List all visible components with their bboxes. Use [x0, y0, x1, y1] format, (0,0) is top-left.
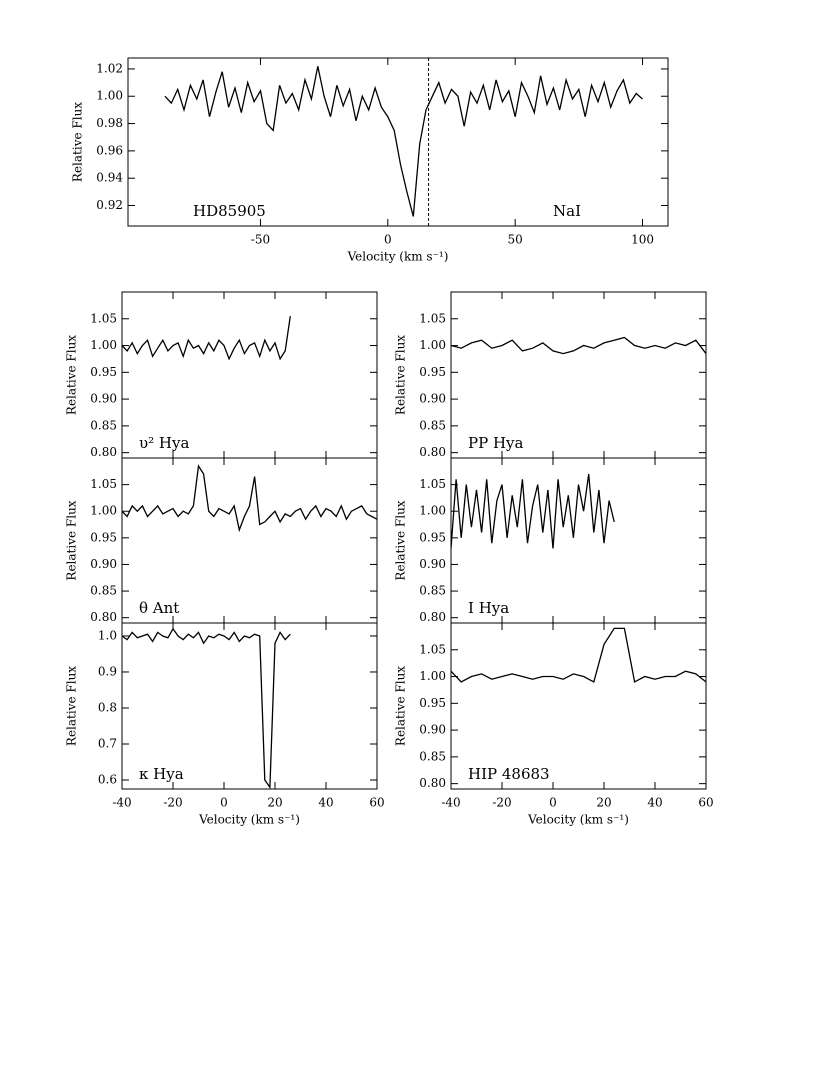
x-axis-label: Velocity (km s⁻¹): [347, 250, 449, 264]
spectrum-line: [122, 627, 291, 789]
y-tick-label: 0.8: [98, 700, 117, 714]
y-tick-label: 0.6: [98, 772, 117, 786]
y-tick-label: 0.90: [90, 392, 117, 406]
y-tick-label: 0.98: [96, 116, 123, 130]
x-axis-label: Velocity (km s⁻¹): [198, 813, 300, 827]
x-tick-label: 100: [631, 233, 654, 247]
x-tick-label: 50: [508, 233, 523, 247]
y-tick-label: 1.00: [90, 338, 117, 352]
plot-area: [164, 66, 643, 217]
y-tick-label: 0.85: [419, 749, 446, 763]
spectrum-line: [451, 473, 615, 549]
y-tick-label: 0.80: [90, 610, 117, 624]
x-tick-label: 40: [647, 796, 662, 810]
spectrum-line: [164, 66, 643, 217]
x-tick-label: -40: [441, 796, 460, 810]
x-tick-label: 0: [220, 796, 228, 810]
y-tick-label: 0.85: [419, 418, 446, 432]
y-tick-label: 0.85: [90, 584, 117, 598]
x-tick-label: -20: [163, 796, 182, 810]
y-axis-label: Relative Flux: [71, 102, 85, 182]
y-tick-label: 0.9: [98, 664, 117, 678]
y-axis-label: Relative Flux: [394, 500, 408, 580]
y-tick-label: 0.96: [96, 143, 123, 157]
plot-area: [451, 336, 706, 355]
x-tick-label: 60: [369, 796, 384, 810]
x-tick-label: 20: [596, 796, 611, 810]
x-tick-label: -50: [251, 233, 270, 247]
y-tick-label: 0.80: [419, 776, 446, 790]
y-tick-label: 1.0: [98, 628, 117, 642]
y-tick-label: 1.00: [419, 338, 446, 352]
y-tick-label: 0.90: [419, 723, 446, 737]
y-tick-label: 1.00: [419, 669, 446, 683]
y-tick-label: 0.90: [419, 557, 446, 571]
star-label: θ Ant: [139, 599, 179, 617]
x-tick-label: 0: [384, 233, 392, 247]
plot-area: [122, 464, 377, 533]
y-tick-label: 1.05: [419, 311, 446, 325]
y-tick-label: 1.05: [90, 477, 117, 491]
x-tick-label: 20: [267, 796, 282, 810]
y-tick-label: 1.00: [96, 89, 123, 103]
y-tick-label: 0.95: [419, 696, 446, 710]
y-axis-label: Relative Flux: [65, 666, 79, 746]
y-tick-label: 1.05: [419, 642, 446, 656]
y-tick-label: 0.90: [90, 557, 117, 571]
spectrum-line: [122, 464, 377, 533]
star-label: HD85905: [193, 202, 266, 220]
y-tick-label: 0.95: [419, 530, 446, 544]
y-axis-label: Relative Flux: [65, 500, 79, 580]
y-tick-label: 0.80: [419, 445, 446, 459]
y-tick-label: 0.90: [419, 392, 446, 406]
y-tick-label: 0.80: [419, 610, 446, 624]
y-tick-label: 1.00: [90, 504, 117, 518]
x-tick-label: 60: [698, 796, 713, 810]
y-tick-label: 1.05: [90, 311, 117, 325]
star-label: HIP 48683: [468, 765, 550, 783]
star-label: υ² Hya: [139, 434, 189, 452]
plot-area: [451, 627, 706, 683]
y-tick-label: 0.80: [90, 445, 117, 459]
x-tick-label: -20: [492, 796, 511, 810]
y-tick-label: 0.85: [419, 584, 446, 598]
y-tick-label: 0.95: [419, 365, 446, 379]
species-label: NaI: [553, 202, 581, 220]
y-tick-label: 0.92: [96, 198, 123, 212]
y-tick-label: 0.94: [96, 171, 123, 185]
plot-frame: [450, 622, 707, 790]
spectrum-line: [122, 316, 291, 361]
plot-area: [122, 627, 291, 789]
x-tick-label: 0: [549, 796, 557, 810]
y-axis-label: Relative Flux: [394, 666, 408, 746]
plot-area: [451, 473, 615, 549]
y-tick-label: 0.85: [90, 418, 117, 432]
star-label: κ Hya: [139, 765, 184, 783]
x-tick-label: 40: [318, 796, 333, 810]
plot-area: [122, 316, 291, 361]
plot-frame: [127, 57, 669, 227]
x-axis-label: Velocity (km s⁻¹): [527, 813, 629, 827]
y-tick-label: 0.7: [98, 736, 117, 750]
star-label: I Hya: [468, 599, 509, 617]
star-label: PP Hya: [468, 434, 524, 452]
y-axis-label: Relative Flux: [65, 335, 79, 415]
spectrum-line: [451, 336, 706, 355]
y-tick-label: 1.00: [419, 504, 446, 518]
plot-frame: [121, 622, 378, 790]
y-tick-label: 0.95: [90, 365, 117, 379]
y-tick-label: 0.95: [90, 530, 117, 544]
y-tick-label: 1.05: [419, 477, 446, 491]
spectrum-line: [451, 627, 706, 683]
y-axis-label: Relative Flux: [394, 335, 408, 415]
x-tick-label: -40: [112, 796, 131, 810]
y-tick-label: 1.02: [96, 61, 123, 75]
